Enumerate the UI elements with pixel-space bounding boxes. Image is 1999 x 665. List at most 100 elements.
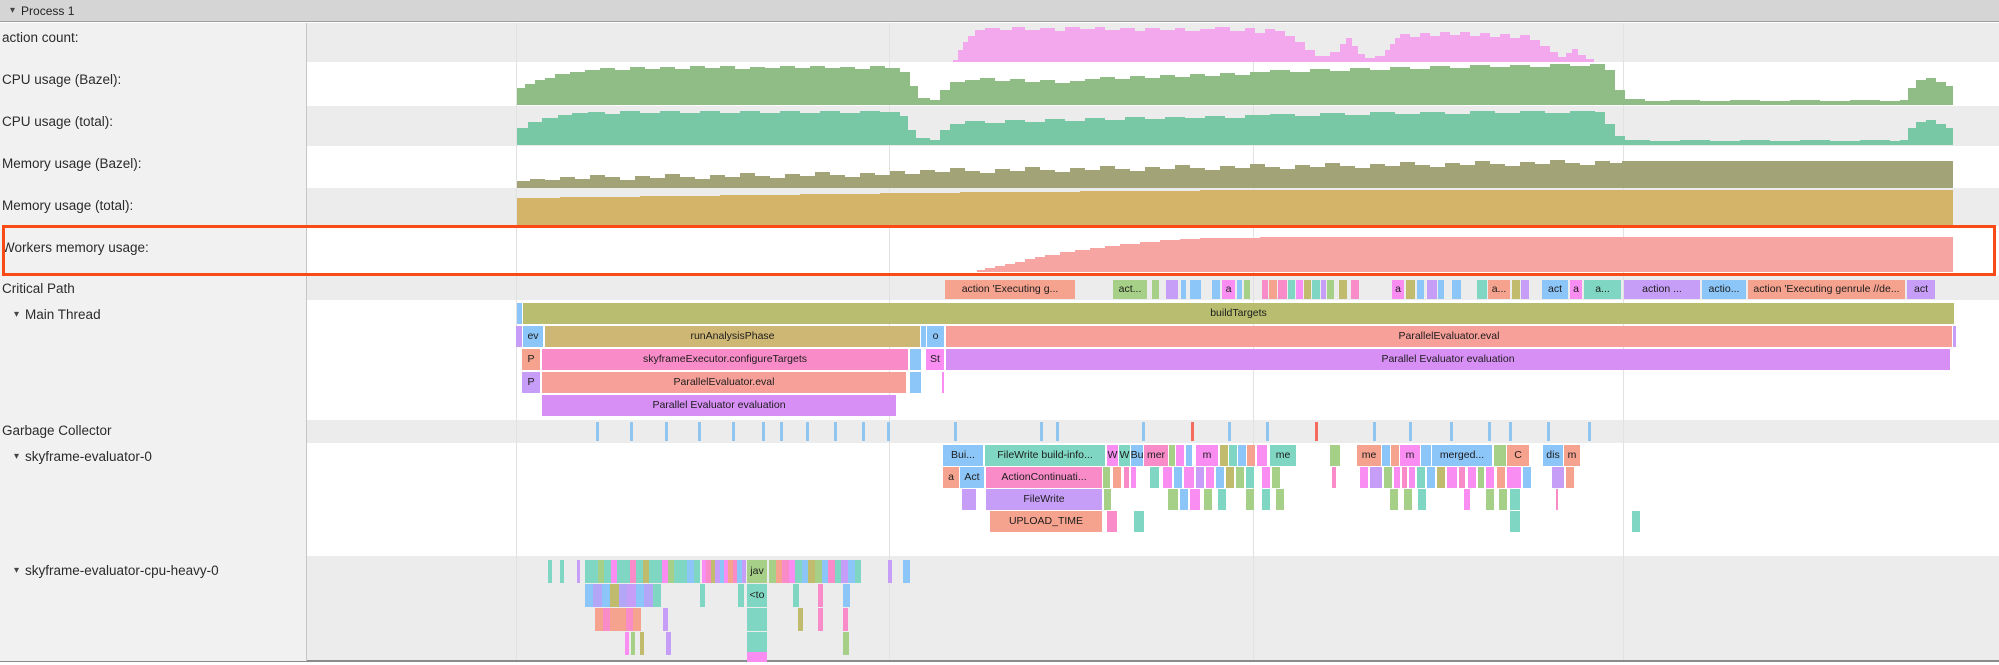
gc-minor-tick[interactable] — [1547, 422, 1550, 441]
area-chart-cpu-usage-total[interactable] — [517, 111, 1953, 145]
trace-span-sliver[interactable] — [1238, 445, 1246, 466]
trace-span-sliver[interactable] — [1113, 467, 1121, 488]
collapse-arrow-icon[interactable]: ▾ — [14, 309, 20, 320]
trace-span-sliver[interactable] — [1169, 445, 1175, 466]
trace-span-sliver[interactable] — [1452, 280, 1461, 299]
span-sliver[interactable] — [724, 560, 729, 583]
trace-span-sliver[interactable] — [1262, 467, 1270, 488]
gc-minor-tick[interactable] — [630, 422, 633, 441]
trace-span[interactable]: Parallel Evaluator evaluation — [946, 349, 1950, 370]
span-sliver[interactable] — [834, 560, 842, 583]
trace-span-sliver[interactable] — [1276, 489, 1284, 510]
trace-span-sliver[interactable] — [517, 303, 522, 324]
span-sliver[interactable] — [795, 560, 802, 583]
trace-span-sliver[interactable] — [1246, 489, 1254, 510]
span-sliver[interactable] — [635, 584, 645, 607]
span-sliver[interactable] — [719, 560, 725, 583]
gc-minor-tick[interactable] — [806, 422, 809, 441]
trace-span-sliver[interactable] — [1437, 467, 1445, 488]
span-sliver[interactable] — [668, 560, 675, 583]
trace-span[interactable]: a — [1392, 280, 1404, 299]
span-sliver[interactable] — [623, 560, 630, 583]
trace-span-sliver[interactable] — [910, 349, 921, 370]
trace-span-sliver[interactable] — [1406, 280, 1415, 299]
trace-span-sliver[interactable] — [548, 560, 552, 583]
trace-span-sliver[interactable] — [1459, 467, 1465, 488]
span-sliver[interactable] — [629, 560, 637, 583]
trace-span-sliver[interactable] — [1427, 467, 1435, 488]
span-cluster[interactable] — [702, 560, 746, 583]
trace-span-sliver[interactable] — [1107, 511, 1117, 532]
span-sliver[interactable] — [693, 560, 700, 583]
trace-span-sliver[interactable] — [1953, 326, 1956, 347]
trace-span-sliver[interactable] — [738, 584, 744, 607]
trace-span-sliver[interactable] — [663, 608, 668, 631]
trace-span[interactable]: Bu — [1131, 445, 1143, 466]
trace-span[interactable]: a... — [1488, 280, 1510, 299]
span-sliver[interactable] — [821, 560, 829, 583]
trace-span-sliver[interactable] — [700, 584, 705, 607]
trace-span-sliver[interactable] — [1384, 467, 1392, 488]
span-sliver[interactable] — [655, 560, 662, 583]
trace-span[interactable]: C — [1507, 445, 1529, 466]
trace-span-sliver[interactable] — [747, 608, 767, 631]
gc-minor-tick[interactable] — [1040, 422, 1043, 441]
trace-span-sliver[interactable] — [1394, 467, 1400, 488]
span-sliver[interactable] — [625, 608, 634, 631]
trace-span[interactable]: buildTargets — [523, 303, 1954, 324]
trace-span-sliver[interactable] — [1262, 280, 1268, 299]
trace-span-sliver[interactable] — [1486, 467, 1494, 488]
trace-span-sliver[interactable] — [818, 608, 823, 631]
trace-span-sliver[interactable] — [1186, 445, 1192, 466]
span-sliver[interactable] — [782, 560, 789, 583]
span-sliver[interactable] — [591, 560, 598, 583]
trace-span-sliver[interactable] — [1632, 511, 1640, 532]
span-sliver[interactable] — [636, 560, 643, 583]
trace-span-sliver[interactable] — [1566, 467, 1574, 488]
trace-span-sliver[interactable] — [1216, 467, 1224, 488]
span-sliver[interactable] — [618, 584, 628, 607]
trace-span[interactable]: runAnalysisPhase — [545, 326, 920, 347]
gc-minor-tick[interactable] — [1056, 422, 1059, 441]
trace-span[interactable]: P — [522, 372, 540, 393]
trace-span-sliver[interactable] — [1478, 467, 1484, 488]
trace-span-sliver[interactable] — [1327, 280, 1334, 299]
trace-span-sliver[interactable] — [1510, 489, 1520, 510]
span-sliver[interactable] — [610, 584, 619, 607]
area-chart-action-count[interactable] — [953, 27, 1594, 62]
track-label-main-thread[interactable]: ▾ Main Thread — [14, 307, 101, 322]
span-cluster[interactable] — [585, 584, 661, 607]
trace-span[interactable]: m — [1564, 445, 1580, 466]
trace-span-sliver[interactable] — [910, 372, 921, 393]
trace-span[interactable]: Bui... — [943, 445, 983, 466]
trace-span[interactable]: a... — [1584, 280, 1621, 299]
trace-span[interactable]: FileWrite build-info... — [985, 445, 1105, 466]
trace-span-sliver[interactable] — [1278, 280, 1287, 299]
trace-span-sliver[interactable] — [1497, 467, 1505, 488]
trace-span-sliver[interactable] — [1181, 280, 1186, 299]
gc-minor-tick[interactable] — [1373, 422, 1376, 441]
trace-span-sliver[interactable] — [1427, 280, 1437, 299]
span-sliver[interactable] — [642, 560, 649, 583]
gc-minor-tick[interactable] — [665, 422, 668, 441]
trace-span-sliver[interactable] — [1382, 445, 1390, 466]
trace-span-sliver[interactable] — [1229, 445, 1237, 466]
trace-span[interactable]: m — [1196, 445, 1218, 466]
span-sliver[interactable] — [687, 560, 694, 583]
trace-span-sliver[interactable] — [1477, 280, 1487, 299]
trace-span[interactable]: FileWrite — [986, 489, 1102, 510]
span-sliver[interactable] — [601, 584, 611, 607]
trace-span[interactable]: a — [1570, 280, 1582, 299]
trace-span[interactable]: a — [1222, 280, 1235, 299]
trace-span[interactable]: merged... — [1432, 445, 1492, 466]
trace-span-sliver[interactable] — [747, 652, 767, 662]
trace-span-sliver[interactable] — [818, 584, 823, 607]
trace-span[interactable]: St — [926, 349, 944, 370]
gc-minor-tick[interactable] — [1266, 422, 1269, 441]
trace-span-sliver[interactable] — [1409, 467, 1415, 488]
gc-minor-tick[interactable] — [1409, 422, 1412, 441]
trace-span-sliver[interactable] — [962, 489, 976, 510]
track-label-skyframe-evaluator-0[interactable]: ▾ skyframe-evaluator-0 — [14, 449, 152, 464]
trace-span-sliver[interactable] — [1499, 489, 1507, 510]
trace-span-sliver[interactable] — [1512, 280, 1520, 299]
